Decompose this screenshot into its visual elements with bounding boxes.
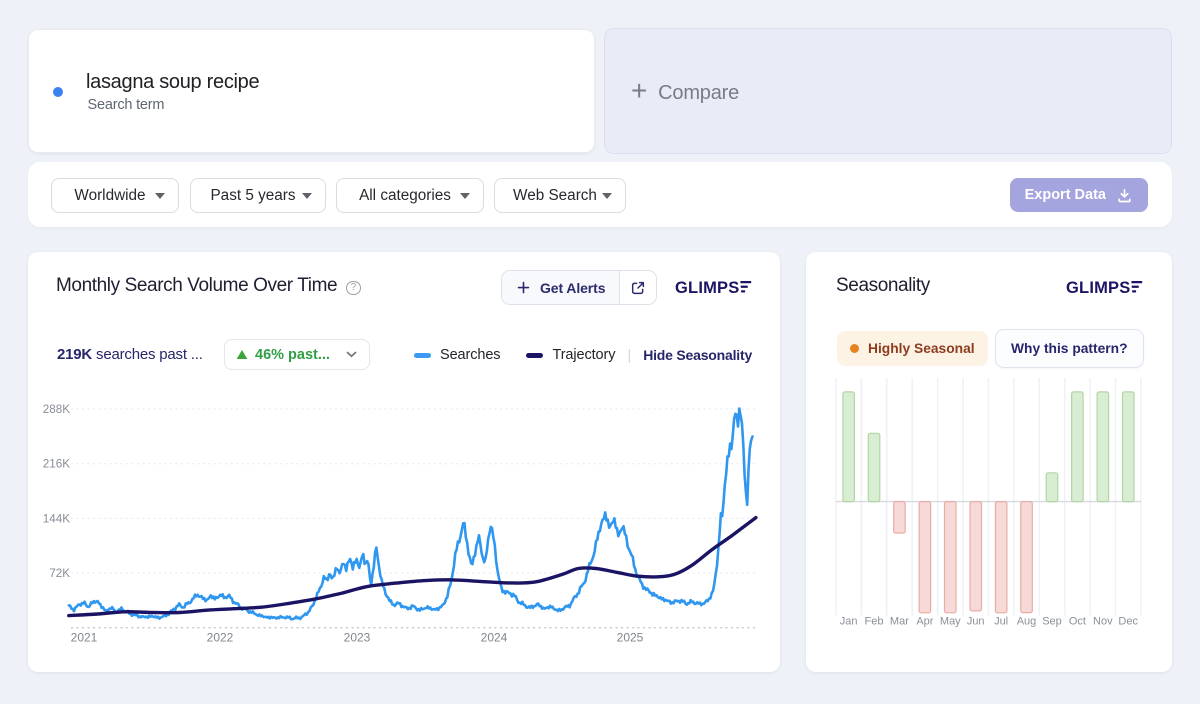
svg-text:Aug: Aug — [1017, 616, 1037, 628]
svg-text:216K: 216K — [43, 458, 71, 471]
svg-text:2023: 2023 — [344, 631, 371, 645]
svg-text:Jun: Jun — [967, 616, 985, 628]
svg-text:May: May — [940, 616, 961, 628]
svg-text:2021: 2021 — [71, 631, 98, 645]
svg-text:72K: 72K — [49, 567, 70, 580]
svg-text:288K: 288K — [43, 403, 71, 416]
svg-text:Mar: Mar — [890, 616, 909, 628]
svg-text:144K: 144K — [43, 512, 71, 525]
svg-text:Dec: Dec — [1118, 616, 1138, 628]
svg-text:Sep: Sep — [1042, 616, 1062, 628]
svg-text:2022: 2022 — [207, 631, 234, 645]
svg-text:2024: 2024 — [481, 631, 508, 645]
svg-text:Jul: Jul — [994, 616, 1008, 628]
svg-text:Apr: Apr — [916, 616, 933, 628]
svg-text:Jan: Jan — [840, 616, 858, 628]
svg-text:Feb: Feb — [865, 616, 884, 628]
svg-text:2025: 2025 — [617, 631, 644, 645]
svg-text:Nov: Nov — [1093, 616, 1113, 628]
svg-text:Oct: Oct — [1069, 616, 1086, 628]
